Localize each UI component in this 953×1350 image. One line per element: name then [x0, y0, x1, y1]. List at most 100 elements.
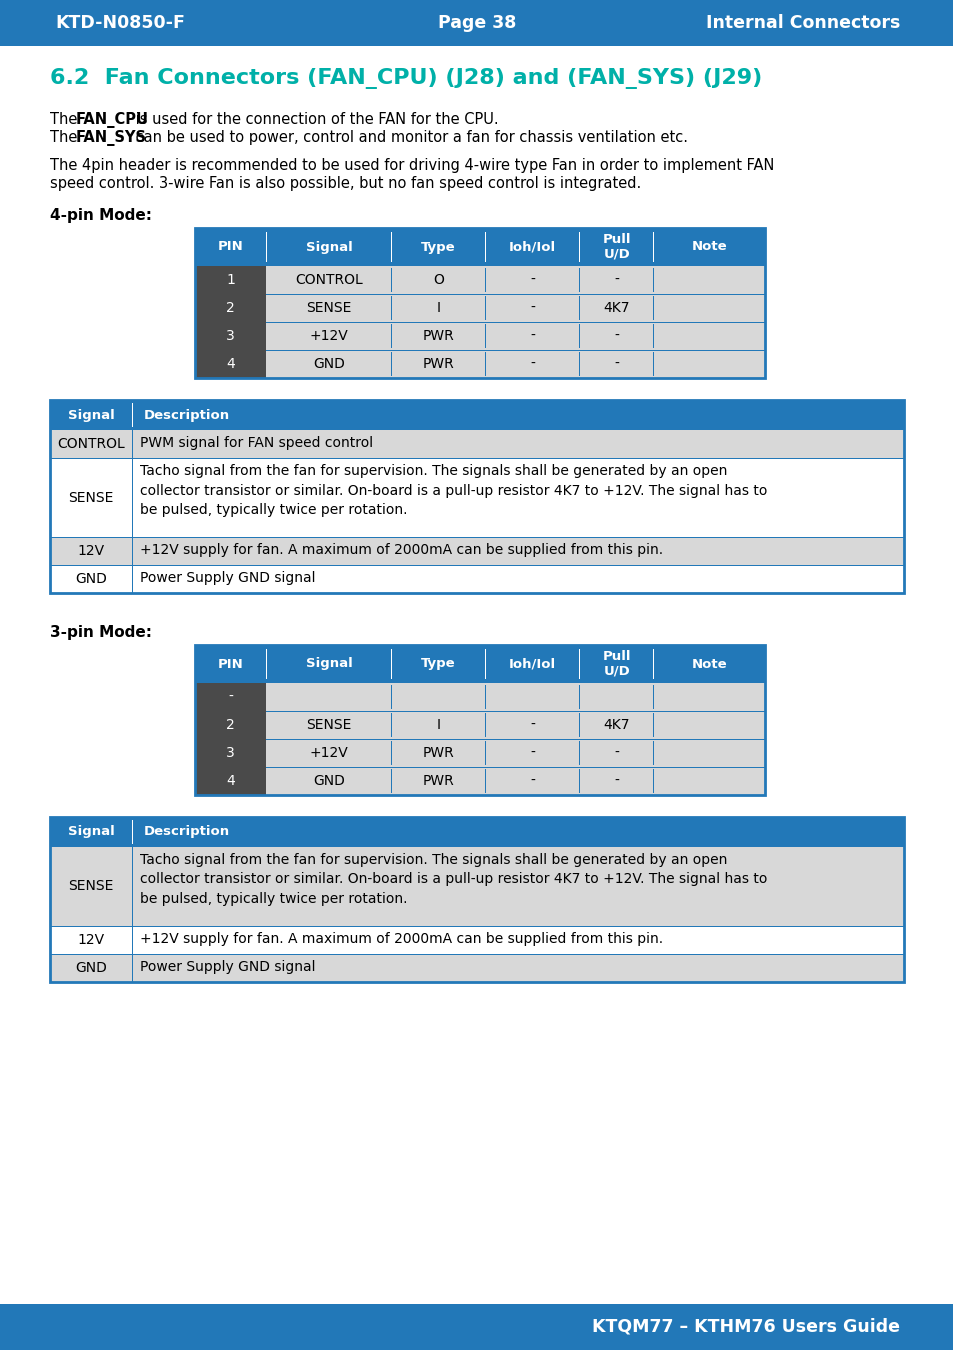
Bar — [653, 324, 654, 348]
Text: 1: 1 — [226, 273, 234, 288]
Text: The: The — [50, 130, 82, 144]
Text: Pull
U/D: Pull U/D — [602, 651, 630, 678]
Text: -: - — [614, 329, 618, 343]
Bar — [391, 324, 392, 348]
Bar — [653, 232, 654, 262]
Text: 3: 3 — [226, 747, 234, 760]
Bar — [391, 769, 392, 792]
Text: 12V: 12V — [77, 544, 105, 558]
Bar — [194, 767, 266, 795]
Text: Signal: Signal — [305, 240, 352, 254]
Text: Type: Type — [421, 240, 456, 254]
Text: -: - — [614, 273, 618, 288]
Bar — [485, 649, 486, 679]
Bar — [50, 400, 903, 431]
Bar — [266, 350, 764, 378]
Bar — [50, 926, 903, 954]
Bar — [50, 537, 903, 566]
Bar — [578, 269, 579, 292]
Bar — [50, 846, 903, 926]
Text: Tacho signal from the fan for supervision. The signals shall be generated by an : Tacho signal from the fan for supervisio… — [140, 464, 766, 517]
Bar — [50, 817, 903, 846]
Text: 4: 4 — [226, 774, 234, 788]
Text: I: I — [436, 718, 440, 732]
Text: Note: Note — [691, 657, 726, 671]
Text: Tacho signal from the fan for supervision. The signals shall be generated by an : Tacho signal from the fan for supervisio… — [140, 853, 766, 906]
Text: PIN: PIN — [217, 240, 243, 254]
Bar — [391, 684, 392, 709]
Text: Type: Type — [421, 657, 456, 671]
Text: -: - — [530, 774, 535, 788]
Text: PWR: PWR — [422, 774, 454, 788]
Text: 12V: 12V — [77, 933, 105, 946]
Bar — [653, 269, 654, 292]
Text: -: - — [530, 273, 535, 288]
Text: -: - — [614, 356, 618, 371]
Bar — [194, 323, 266, 350]
Bar — [485, 324, 486, 348]
Bar — [266, 767, 764, 795]
Bar — [266, 266, 764, 294]
Text: +12V supply for fan. A maximum of 2000mA can be supplied from this pin.: +12V supply for fan. A maximum of 2000mA… — [140, 543, 662, 558]
Text: PWR: PWR — [422, 356, 454, 371]
Bar — [653, 684, 654, 709]
Text: +12V: +12V — [310, 329, 348, 343]
Text: PWM signal for FAN speed control: PWM signal for FAN speed control — [140, 436, 373, 450]
Text: 3-pin Mode:: 3-pin Mode: — [50, 625, 152, 640]
Text: Page 38: Page 38 — [437, 14, 516, 32]
Bar — [578, 296, 579, 320]
Text: 2: 2 — [226, 301, 234, 315]
Text: -: - — [614, 774, 618, 788]
Text: 2: 2 — [226, 718, 234, 732]
Bar — [391, 649, 392, 679]
Text: Internal Connectors: Internal Connectors — [705, 14, 899, 32]
Text: Power Supply GND signal: Power Supply GND signal — [140, 960, 315, 973]
Text: 4K7: 4K7 — [603, 718, 629, 732]
Bar — [266, 323, 764, 350]
Bar — [485, 232, 486, 262]
Bar — [50, 400, 903, 593]
Bar — [391, 352, 392, 377]
Text: can be used to power, control and monitor a fan for chassis ventilation etc.: can be used to power, control and monito… — [131, 130, 687, 144]
Bar — [485, 296, 486, 320]
Bar — [194, 738, 266, 767]
Bar — [653, 713, 654, 737]
Bar — [194, 711, 266, 738]
Text: KTD-N0850-F: KTD-N0850-F — [55, 14, 185, 32]
Text: is used for the connection of the FAN for the CPU.: is used for the connection of the FAN fo… — [131, 112, 498, 127]
Bar — [653, 649, 654, 679]
Bar — [194, 645, 764, 683]
Text: +12V supply for fan. A maximum of 2000mA can be supplied from this pin.: +12V supply for fan. A maximum of 2000mA… — [140, 931, 662, 946]
Text: GND: GND — [313, 774, 345, 788]
Text: -: - — [530, 356, 535, 371]
Text: SENSE: SENSE — [69, 879, 113, 894]
Bar — [194, 645, 764, 795]
Text: The 4pin header is recommended to be used for driving 4-wire type Fan in order t: The 4pin header is recommended to be use… — [50, 158, 774, 173]
Bar — [50, 566, 903, 593]
Bar — [485, 269, 486, 292]
Bar — [194, 683, 266, 711]
Text: 4-pin Mode:: 4-pin Mode: — [50, 208, 152, 223]
Text: CONTROL: CONTROL — [57, 437, 125, 451]
Text: SENSE: SENSE — [306, 301, 352, 315]
Text: -: - — [530, 329, 535, 343]
Bar — [194, 228, 764, 266]
Text: GND: GND — [75, 572, 107, 586]
Bar — [578, 324, 579, 348]
Bar — [266, 683, 764, 711]
Bar — [266, 711, 764, 738]
Text: 4: 4 — [226, 356, 234, 371]
Text: Signal: Signal — [305, 657, 352, 671]
Text: Signal: Signal — [68, 409, 114, 421]
Bar — [578, 232, 579, 262]
Text: 6.2  Fan Connectors (FAN_CPU) (J28) and (FAN_SYS) (J29): 6.2 Fan Connectors (FAN_CPU) (J28) and (… — [50, 68, 761, 89]
Bar — [578, 769, 579, 792]
Text: Power Supply GND signal: Power Supply GND signal — [140, 571, 315, 585]
Bar — [578, 649, 579, 679]
Bar — [578, 741, 579, 765]
Text: +12V: +12V — [310, 747, 348, 760]
Bar — [653, 296, 654, 320]
Bar — [653, 352, 654, 377]
Text: Pull
U/D: Pull U/D — [602, 234, 630, 261]
Bar — [266, 232, 267, 262]
